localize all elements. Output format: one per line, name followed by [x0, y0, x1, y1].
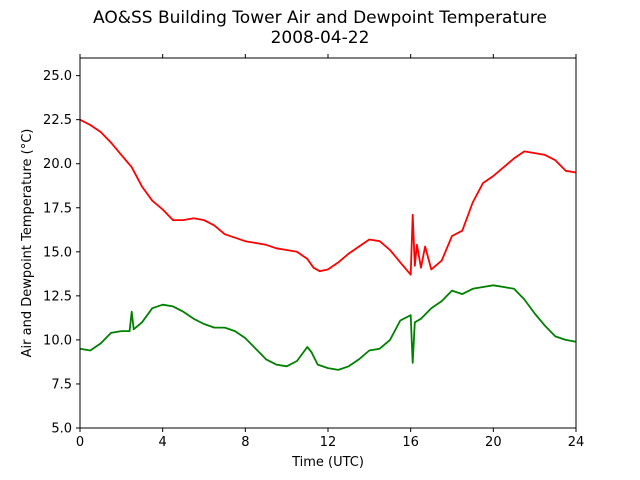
- plot-frame: [79, 57, 577, 429]
- y-tick-label: 7.5: [51, 377, 72, 392]
- y-tick-label: 17.5: [43, 201, 72, 216]
- x-tick-label: 4: [159, 435, 167, 450]
- y-axis-label: Air and Dewpoint Temperature (°C): [20, 129, 35, 358]
- y-tick-label: 20.0: [43, 157, 72, 172]
- y-tick-label: 15.0: [43, 245, 72, 260]
- series-line-1: [79, 118, 577, 276]
- x-tick-label: 16: [402, 435, 419, 450]
- x-tick-label: 12: [320, 435, 337, 450]
- y-tick-label: 5.0: [51, 422, 72, 437]
- x-tick-label: 24: [568, 435, 585, 450]
- x-axis-label: Time (UTC): [291, 455, 364, 470]
- x-tick-label: 0: [76, 435, 84, 450]
- y-tick-label: 22.5: [43, 113, 72, 128]
- y-tick-label: 12.5: [43, 289, 72, 304]
- x-tick-label: 8: [241, 435, 249, 450]
- y-tick-label: 10.0: [43, 333, 72, 348]
- chart-subtitle: 2008-04-22: [270, 28, 370, 48]
- series-line-2: [79, 284, 577, 371]
- chart-title: AO&SS Building Tower Air and Dewpoint Te…: [92, 8, 547, 28]
- y-tick-label: 25.0: [43, 69, 72, 84]
- x-tick-label: 20: [485, 435, 502, 450]
